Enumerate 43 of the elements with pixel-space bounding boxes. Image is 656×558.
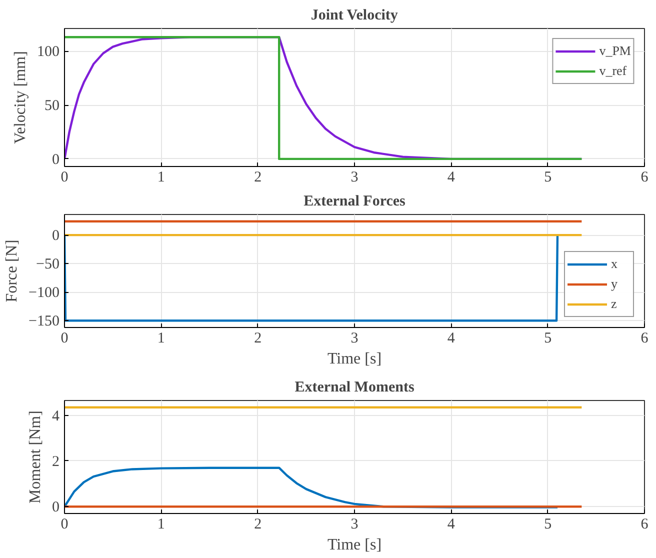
y-tick-label: 0 (52, 500, 60, 516)
y-tick-label: 0 (52, 228, 60, 244)
x-tick-label: 5 (544, 330, 552, 346)
chart-title: Joint Velocity (310, 8, 398, 24)
x-tick-label: 1 (157, 330, 165, 346)
x-tick-label: 2 (254, 170, 262, 186)
x-tick-label: 4 (447, 330, 456, 346)
x-axis-title: Time [s] (327, 350, 382, 368)
x-tick-label: 6 (640, 516, 649, 532)
x-tick-label: 1 (157, 516, 165, 532)
x-tick-label: 2 (254, 330, 262, 346)
x-tick-label: 5 (544, 516, 552, 532)
line-series (64, 36, 583, 160)
legend-label: v_ref (599, 63, 627, 79)
y-tick-label: −100 (28, 285, 60, 302)
x-tick-label: 5 (544, 170, 552, 186)
y-axis-title: Moment [Nm] (27, 410, 44, 504)
x-tick-label: 4 (447, 516, 456, 532)
x-tick-label: 3 (350, 330, 358, 346)
x-axis-title: Time [s] (327, 536, 382, 554)
y-tick-label: −50 (36, 256, 60, 273)
x-tick-label: 6 (640, 170, 649, 186)
y-tick-label: 0 (52, 152, 60, 168)
y-tick-label: 4 (52, 408, 60, 424)
x-tick-label: 1 (157, 170, 165, 186)
x-tick-label: 6 (640, 330, 649, 346)
legend-label: v_PM (599, 43, 631, 59)
legend-label: z (611, 296, 618, 312)
chart-title: External Moments (294, 380, 414, 396)
y-axis-title: Force [N] (4, 240, 21, 302)
legend-label: y (611, 276, 618, 292)
y-axis-title: Velocity [mm] (12, 51, 29, 144)
y-tick-label: 100 (37, 44, 60, 60)
legend-label: x (611, 256, 618, 272)
y-tick-label: 2 (52, 454, 60, 470)
x-tick-label: 4 (447, 170, 456, 186)
x-tick-label: 2 (254, 516, 262, 532)
line-series (64, 466, 559, 508)
x-tick-label: 3 (350, 170, 358, 186)
y-tick-label: −150 (28, 314, 60, 330)
y-tick-label: 50 (44, 98, 60, 114)
x-tick-label: 3 (350, 516, 358, 532)
chart-title: External Forces (304, 194, 406, 210)
